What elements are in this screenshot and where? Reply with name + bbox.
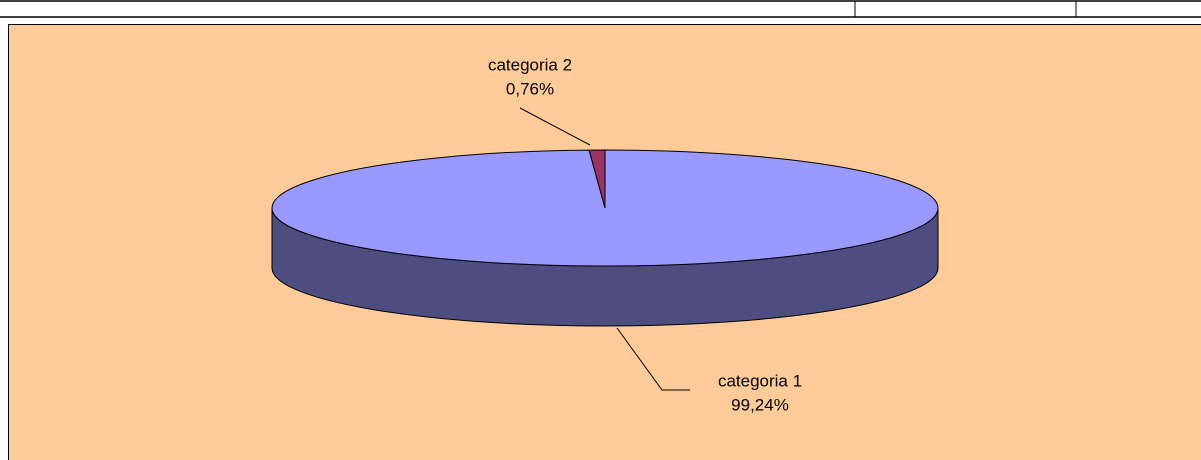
leader-line (519, 107, 591, 146)
leader-line (616, 327, 690, 391)
slice-label: categoria 1 (718, 371, 802, 390)
slice-label: categoria 2 (488, 55, 572, 74)
slice-value-label: 0,76% (506, 79, 554, 98)
pie-slice (588, 149, 606, 209)
slice-value-label: 99,24% (731, 395, 789, 414)
